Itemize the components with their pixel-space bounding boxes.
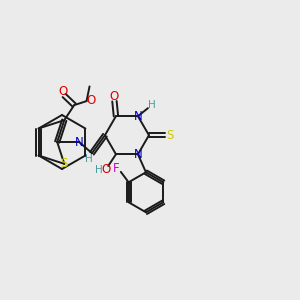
Text: S: S bbox=[61, 157, 68, 170]
Text: N: N bbox=[134, 148, 142, 161]
Text: H: H bbox=[85, 154, 93, 164]
Text: O: O bbox=[110, 90, 119, 103]
Text: N: N bbox=[75, 136, 84, 148]
Text: S: S bbox=[166, 129, 174, 142]
Text: H: H bbox=[148, 100, 156, 110]
Text: N: N bbox=[134, 110, 142, 123]
Text: H: H bbox=[95, 165, 103, 175]
Text: O: O bbox=[86, 94, 95, 106]
Text: O: O bbox=[102, 164, 111, 176]
Text: O: O bbox=[58, 85, 68, 98]
Text: F: F bbox=[112, 162, 119, 176]
